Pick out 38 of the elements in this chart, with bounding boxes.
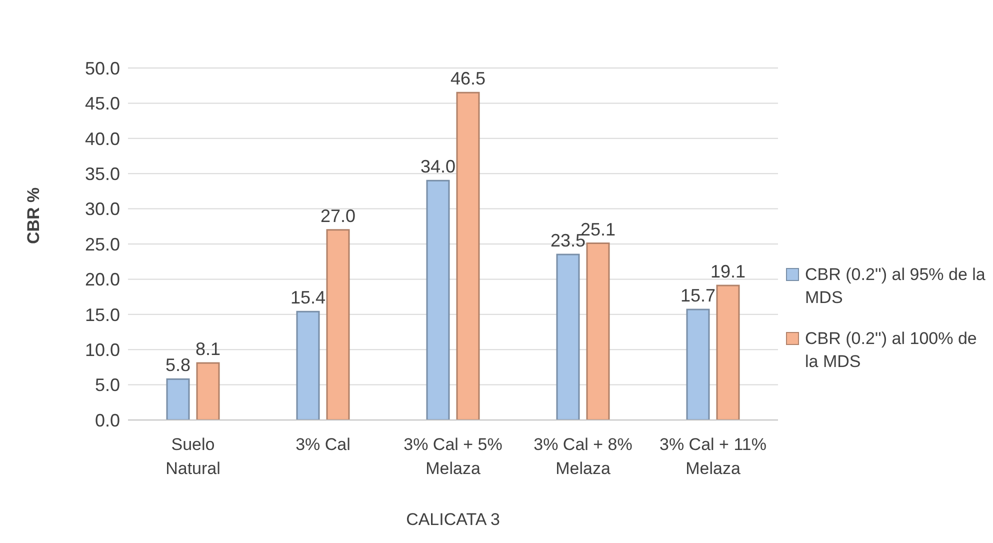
x-axis-title: CALICATA 3 [406,510,500,529]
legend-label: CBR (0.2'') al 100% de la MDS [805,328,978,373]
data-label: 15.7 [680,285,716,306]
bar [586,242,610,420]
y-tick-label: 50.0 [84,58,120,78]
y-tick-label: 0.0 [94,410,120,430]
data-label: 8.1 [195,338,221,359]
y-tick-label: 25.0 [84,234,120,254]
data-label: 27.0 [320,206,356,226]
data-label: 5.8 [165,355,191,376]
bar [716,284,740,420]
data-label: 34.0 [420,156,456,177]
data-label: 46.5 [450,68,486,89]
x-tick-label: Suelo Natural [166,435,220,478]
y-tick-label: 35.0 [84,164,120,184]
bar [686,308,710,420]
y-tick-label: 10.0 [84,340,120,360]
x-tick-label: 3% Cal + 11% Melaza [660,435,766,478]
y-tick-label: 45.0 [84,94,120,114]
bar [296,310,320,420]
x-tick-label: 3% Cal [296,435,350,454]
y-tick-label: 5.0 [94,375,120,396]
bar [326,229,350,420]
y-tick-label: 40.0 [84,128,120,149]
y-tick-label: 30.0 [84,199,120,220]
legend-label: CBR (0.2'') al 95% de la MDS [805,264,986,309]
data-label: 15.4 [290,288,326,308]
y-tick-label: 20.0 [84,270,120,290]
y-tick-label: 15.0 [84,304,120,325]
x-tick-label: 3% Cal + 5% Melaza [404,435,502,478]
bar [426,180,450,420]
bar [196,362,220,420]
bar [456,92,480,420]
data-label: 19.1 [710,262,746,282]
bar [556,254,580,420]
bar [166,378,190,420]
y-axis-title: CBR % [24,187,44,244]
x-tick-label: 3% Cal + 8% Melaza [534,435,632,478]
